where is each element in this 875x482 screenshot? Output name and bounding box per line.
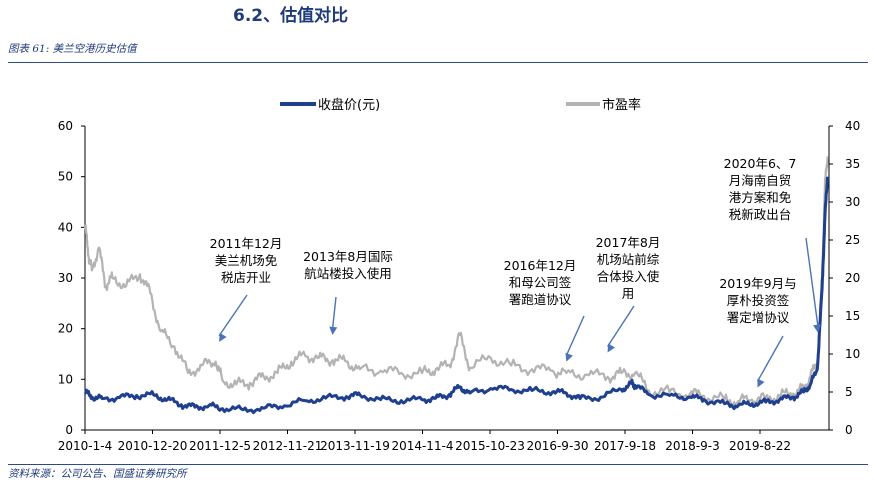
- y-right-tick-label: 35: [845, 157, 860, 171]
- annotation-text: 港方案和免: [729, 190, 792, 205]
- y-left-tick-label: 40: [58, 220, 73, 234]
- x-tick-label: 2012-11-21: [253, 439, 323, 453]
- annotation-arrowhead: [565, 352, 573, 362]
- y-right-tick-label: 0: [845, 423, 853, 437]
- x-tick-label: 2010-12-20: [118, 439, 188, 453]
- annotation-text: 2013年8月国际: [303, 249, 393, 264]
- figure-caption: 图表 61: 美兰空港历史估值: [8, 43, 137, 55]
- y-right-tick-label: 5: [845, 385, 853, 399]
- annotation-arrow: [805, 237, 819, 327]
- annotation-text: 2017年8月: [596, 235, 661, 250]
- close-price-line: [83, 176, 830, 415]
- section-title: 6.2、估值对比: [233, 6, 349, 26]
- caption-rule: [8, 62, 868, 63]
- chart-axes: 0 10 20 30 40 50 60 0 5 10 15 20 25 30 35 40 2010-1-4 201…: [58, 119, 861, 453]
- x-tick-label: 2017-9-18: [594, 439, 656, 453]
- y-left-tick-label: 10: [58, 372, 73, 386]
- annotation-arrowhead: [607, 343, 616, 353]
- annotation-arrowhead: [813, 324, 821, 333]
- annotation-text: 月海南自贸: [729, 173, 792, 188]
- annotation-text: 机场站前综: [597, 252, 660, 267]
- x-tick-label: 2018-9-3: [665, 439, 719, 453]
- source-note: 资料来源：公司公告、国盛证券研究所: [8, 468, 187, 480]
- x-tick-label: 2016-9-30: [526, 439, 588, 453]
- x-tick-label: 2019-8-22: [729, 439, 791, 453]
- chart-legend: 收盘价(元) 市盈率: [280, 97, 641, 113]
- y-left-tick-label: 0: [65, 423, 73, 437]
- legend-pe-label: 市盈率: [602, 97, 641, 113]
- y-left-tick-label: 30: [58, 271, 73, 285]
- annotation-text: 厚朴投资签: [727, 293, 790, 308]
- annotation-text: 2016年12月: [504, 258, 577, 273]
- y-left-tick-label: 50: [58, 170, 73, 184]
- annotation-text: 和母公司签: [509, 275, 572, 290]
- annotation-text: 署定增协议: [727, 310, 790, 325]
- annotation-text: 航站楼投入使用: [304, 266, 392, 281]
- annotation-text: 合体投入使: [597, 269, 660, 284]
- x-tick-label: 2014-11-4: [391, 439, 453, 453]
- annotation-arrowhead: [329, 326, 338, 335]
- y-left-tick-label: 60: [58, 119, 73, 133]
- annotation-arrow: [331, 296, 337, 330]
- pe-ratio-line: [83, 156, 829, 407]
- annotation-arrowhead: [219, 332, 227, 342]
- annotation-text: 用: [622, 286, 635, 301]
- y-right-tick-label: 15: [845, 309, 860, 323]
- annotation-arrow: [565, 315, 585, 356]
- annotation-arrow: [218, 294, 248, 337]
- x-tick-label: 2011-12-5: [189, 439, 251, 453]
- annotation-text: 税新政出台: [729, 207, 792, 222]
- y-right-tick-label: 40: [845, 119, 860, 133]
- annotation-text: 美兰机场免: [215, 253, 278, 268]
- y-right-tick-label: 25: [845, 233, 860, 247]
- y-right-tick-label: 10: [845, 347, 860, 361]
- x-tick-label: 2010-1-4: [58, 439, 112, 453]
- annotation-arrow: [756, 335, 784, 382]
- x-tick-label: 2013-11-19: [320, 439, 390, 453]
- annotation-text: 署跑道协议: [509, 292, 572, 307]
- chart-series: [83, 156, 830, 415]
- annotation-text: 2011年12月: [210, 236, 283, 251]
- legend-price-label: 收盘价(元): [318, 97, 380, 113]
- y-right-tick-label: 20: [845, 271, 860, 285]
- annotation-text: 2019年9月与: [719, 276, 796, 291]
- y-right-tick-label: 30: [845, 195, 860, 209]
- x-tick-label: 2015-10-23: [455, 439, 525, 453]
- annotation-text: 2020年6、7: [724, 156, 797, 171]
- annotation-arrow: [607, 305, 635, 347]
- y-left-tick-label: 20: [58, 322, 73, 336]
- source-rule: [8, 464, 868, 465]
- annotation-arrowhead: [757, 378, 765, 388]
- annotation-text: 税店开业: [221, 270, 271, 285]
